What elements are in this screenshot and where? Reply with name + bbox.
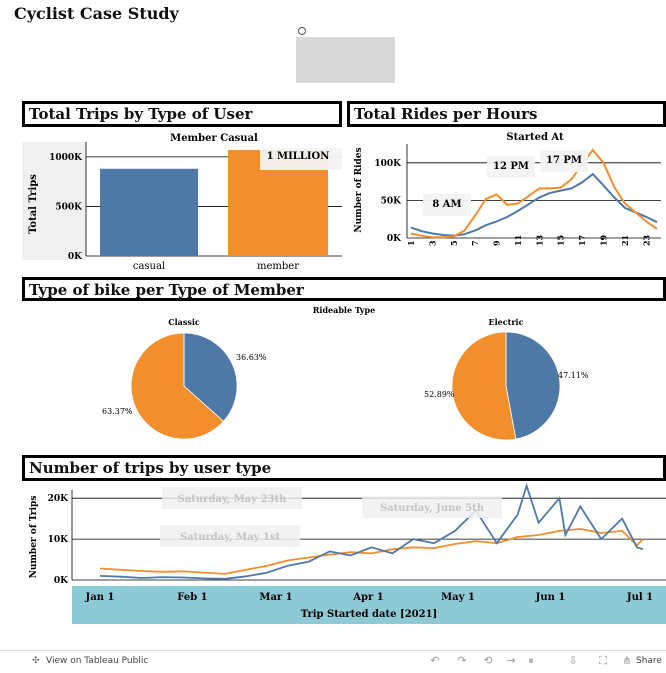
pie-header: Rideable Type	[313, 305, 375, 315]
pie-value-label: 36.63%	[236, 353, 267, 362]
panel-title-trips-by-date: Number of trips by user type	[22, 455, 666, 481]
date-series-member	[99, 527, 644, 575]
bar-header: Member Casual	[170, 133, 258, 144]
hour-xtick-label: 19	[599, 234, 609, 246]
date-xtick-label: May 1	[441, 592, 475, 603]
hour-xtick-label: 21	[620, 235, 630, 246]
date-xlabel: Trip Started date [2021]	[301, 609, 438, 620]
tableau-icon: ✣	[32, 656, 40, 666]
date-ylabel: Number of Trips	[29, 496, 39, 579]
loading-icon	[298, 27, 306, 35]
date-series-casual	[99, 482, 644, 580]
hour-annotation-box	[487, 156, 535, 178]
panel-title-trips-by-user: Total Trips by Type of User	[22, 101, 342, 127]
bar-ylabel: Total Trips	[28, 174, 39, 234]
pie-value-label: 47.11%	[558, 371, 589, 380]
date-xtick-label: Apr 1	[352, 592, 383, 603]
hour-xtick-label: 23	[641, 234, 651, 246]
date-xtick-label: Jan 1	[85, 592, 115, 603]
hour-annotation: 17 PM	[546, 155, 582, 166]
hour-ytick-label: 0K	[387, 234, 402, 244]
page-title: Cyclist Case Study	[14, 4, 179, 23]
bar-chart-trips-by-user: Member Casual 0K 500K 1000K Total Trips casua…	[22, 133, 342, 272]
pie-value-label: 52.89%	[424, 390, 455, 399]
date-xtick-label: Jun 1	[535, 592, 566, 603]
hour-annotation: 12 PM	[493, 161, 529, 172]
hour-xtick-label: 3	[427, 240, 437, 246]
hour-annotation: 8 AM	[432, 199, 461, 210]
hour-ylabel: Number of Rides	[354, 147, 364, 232]
date-ytick-label: 0K	[54, 576, 69, 586]
bar-casual	[100, 168, 198, 256]
date-ytick-label: 10K	[48, 535, 70, 545]
hour-series-casual	[410, 172, 658, 237]
hour-xtick-label: 17	[577, 235, 587, 246]
bar-category-label: member	[257, 261, 299, 272]
pie-charts-bike-type: Rideable Type Classic 36.63% 63.37% Electric…	[102, 305, 589, 441]
line-chart-trips-by-date: 0K 10K 20K Number of Trips Saturday, May 23t…	[29, 482, 666, 624]
pie-slice-member	[130, 332, 225, 440]
panel-title-rides-per-hour: Total Rides per Hours	[347, 101, 666, 127]
date-annotation-box	[362, 496, 502, 518]
redo-icon[interactable]: ↷	[457, 654, 467, 667]
pie-title: Electric	[489, 317, 524, 327]
pie-slice-member	[451, 331, 517, 441]
ylabel-band	[22, 142, 86, 260]
share-icon[interactable]: ⋔	[622, 654, 632, 667]
image-placeholder	[296, 37, 395, 83]
hour-ytick-label: 50K	[381, 196, 403, 206]
share-button[interactable]: Share	[636, 656, 662, 666]
fullscreen-icon[interactable]: ⛶	[599, 654, 607, 667]
hour-xtick-label: 13	[534, 234, 544, 246]
pause-icon[interactable]: ⏸	[528, 654, 534, 667]
bar-ytick-label: 0K	[68, 252, 83, 262]
date-annotation-box	[160, 525, 300, 547]
revert-icon[interactable]: ⟲	[483, 654, 493, 667]
date-annotation: Saturday, May 1st	[180, 532, 281, 543]
panel-title-bike-type: Type of bike per Type of Member	[22, 277, 666, 301]
date-xtick-label: Jul 1	[626, 592, 653, 603]
forward-icon[interactable]: →	[506, 654, 516, 667]
bar-ytick-label: 500K	[55, 202, 83, 212]
hour-annotation-box	[423, 194, 471, 216]
hour-header: Started At	[506, 132, 564, 143]
bar-ytick-label: 1000K	[49, 153, 83, 163]
footer-toolbar: ✣ View on Tableau Public ↶ ↷ ⟲ → ⏸ ⇩ ⛶ ⋔…	[0, 650, 666, 673]
hour-xtick-label: 7	[470, 240, 480, 246]
date-xtick-label: Feb 1	[177, 592, 207, 603]
annotation-box	[260, 148, 342, 170]
view-on-tableau-link[interactable]: View on Tableau Public	[46, 656, 149, 666]
pie-slice-casual	[505, 331, 561, 440]
hour-series-member	[410, 148, 658, 239]
date-axis-band	[72, 586, 666, 624]
undo-icon[interactable]: ↶	[430, 654, 440, 667]
hour-xtick-label: 15	[556, 235, 566, 246]
date-xtick-label: Mar 1	[259, 592, 292, 603]
date-ytick-label: 20K	[48, 494, 70, 504]
hour-xtick-label: 11	[513, 235, 523, 246]
date-annotation-box	[162, 487, 302, 509]
date-annotation: Saturday, June 5th	[380, 503, 485, 514]
pie-slice-casual	[183, 332, 238, 422]
hour-xtick-label: 1	[406, 240, 416, 246]
hour-xtick-label: 9	[492, 240, 502, 246]
bar-annotation: 1 MILLION	[267, 151, 330, 162]
pie-value-label: 63.37%	[102, 407, 133, 416]
date-annotation: Saturday, May 23th	[178, 494, 288, 505]
hour-xtick-label: 5	[449, 240, 459, 246]
bar-category-label: casual	[133, 261, 165, 272]
download-icon[interactable]: ⇩	[568, 654, 578, 667]
hour-annotation-box	[540, 150, 588, 172]
pie-title: Classic	[168, 317, 200, 327]
hour-ytick-label: 100K	[374, 159, 402, 169]
